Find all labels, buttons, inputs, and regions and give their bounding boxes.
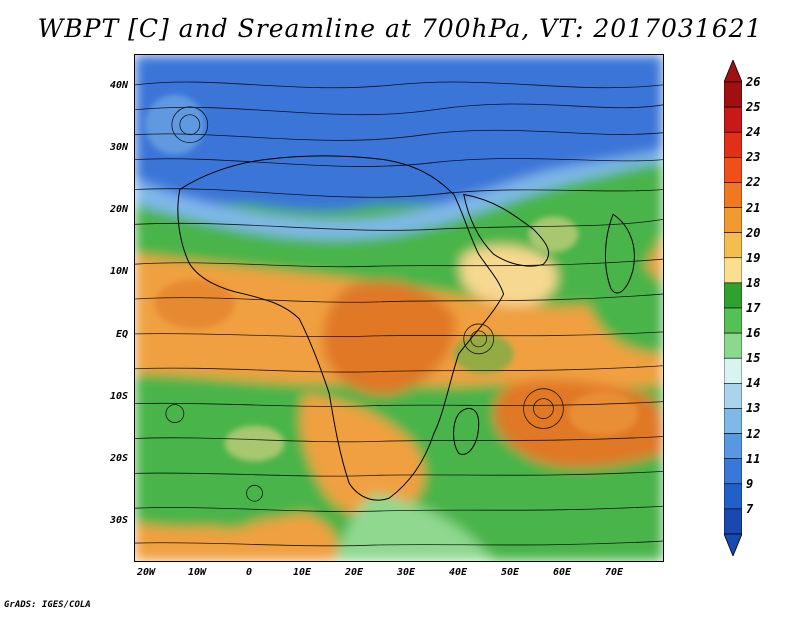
colorbar-cell <box>724 131 742 158</box>
colorbar-label: 7 <box>746 501 754 516</box>
colorbar-label: 13 <box>746 401 761 416</box>
lon-label-0: 0 <box>245 567 253 578</box>
colorbar-cell <box>724 383 742 409</box>
colorbar-label: 26 <box>746 75 761 89</box>
field-patch-3 <box>453 333 514 374</box>
colorbar-cell <box>724 157 742 183</box>
lat-label-20s: 20S <box>109 453 128 464</box>
coastlines <box>177 155 635 501</box>
colorbar-label: 25 <box>746 100 761 115</box>
lat-label-10s: 10S <box>109 391 128 402</box>
lat-label-20n: 20N <box>109 204 128 215</box>
wbpt-field-map <box>135 55 663 561</box>
colorbar-label: 24 <box>746 125 761 140</box>
streamlines <box>135 81 663 547</box>
colorbar-cell <box>724 232 742 259</box>
field-patch-1 <box>154 279 235 329</box>
colorbar-label: 14 <box>746 376 761 391</box>
lat-label-40n: 40N <box>109 80 128 91</box>
colorbar <box>724 60 742 556</box>
lon-label-50e: 50E <box>500 567 520 578</box>
colorbar-label: 22 <box>746 175 761 190</box>
colorbar-cell <box>724 282 742 309</box>
lon-label-30e: 30E <box>396 567 416 578</box>
field-patch-5 <box>224 425 285 462</box>
field-lightblue-band <box>135 149 663 240</box>
lat-label-eq: EQ <box>115 329 128 340</box>
lat-label-30n: 30N <box>109 142 128 153</box>
field-lightgreen-south <box>334 493 494 561</box>
colorbar-cell <box>724 207 742 233</box>
field-green-south-indian <box>433 463 663 561</box>
coast-madagascar <box>453 407 480 455</box>
field-yellow-arabia <box>460 245 558 306</box>
colorbar-cell <box>724 433 742 459</box>
field-darkorange-congo <box>323 280 456 395</box>
field-cool-band <box>135 55 663 211</box>
colorbar-cell <box>724 332 742 359</box>
lon-label-60e: 60E <box>552 567 572 578</box>
lat-label-10n: 10N <box>109 266 128 277</box>
colorbar-cell <box>724 483 742 510</box>
coast-arabia <box>463 193 550 267</box>
colorbar-tip-top <box>724 60 742 83</box>
colorbar-label: 23 <box>746 150 761 165</box>
colorbar-label: 11 <box>746 451 761 466</box>
colorbar-cell <box>724 458 742 485</box>
lon-label-10e: 10E <box>292 567 312 578</box>
colorbar-label: 16 <box>746 326 761 341</box>
lon-label-70e: 70E <box>604 567 624 578</box>
colorbar-label: 12 <box>746 426 761 441</box>
field-orange-south-africa <box>300 393 425 517</box>
field-patch-2 <box>528 216 579 253</box>
lon-label-40e: 40E <box>448 567 468 578</box>
lon-label-10w: 10W <box>187 567 207 578</box>
colorbar-label: 18 <box>746 275 761 290</box>
lon-label-20e: 20E <box>344 567 364 578</box>
field-orange-se <box>135 513 338 561</box>
colorbar-label: 9 <box>746 476 754 491</box>
colorbar-label: 15 <box>746 351 761 366</box>
lat-label-30s: 30S <box>109 515 128 526</box>
colorbar-cell <box>724 508 742 535</box>
map-title: WBPT [C] and Sreamline at 700hPa, VT: 20… <box>37 14 763 43</box>
map-panel <box>134 54 664 562</box>
field-patch-4 <box>568 391 639 436</box>
colorbar-label: 19 <box>746 250 761 265</box>
colorbar-tip-bottom <box>724 533 742 556</box>
colorbar-cell <box>724 182 742 208</box>
field-green-east <box>586 253 663 354</box>
colorbar-cell <box>724 357 742 384</box>
colorbar-cell <box>724 408 742 434</box>
colorbar-label: 21 <box>746 200 761 215</box>
footer-credit: GrADS: IGES/COLA <box>4 600 91 610</box>
field-patch-6 <box>144 94 205 155</box>
field-green-sw <box>183 469 266 530</box>
colorbar-cell <box>724 106 742 133</box>
colorbar-label: 20 <box>746 225 761 240</box>
coast-india <box>604 213 635 294</box>
colorbar-cell <box>724 81 742 108</box>
lon-label-20w: 20W <box>136 567 156 578</box>
colorbar-cell <box>724 257 742 284</box>
colorbar-cell <box>724 307 742 334</box>
colorbar-label: 17 <box>746 301 761 315</box>
